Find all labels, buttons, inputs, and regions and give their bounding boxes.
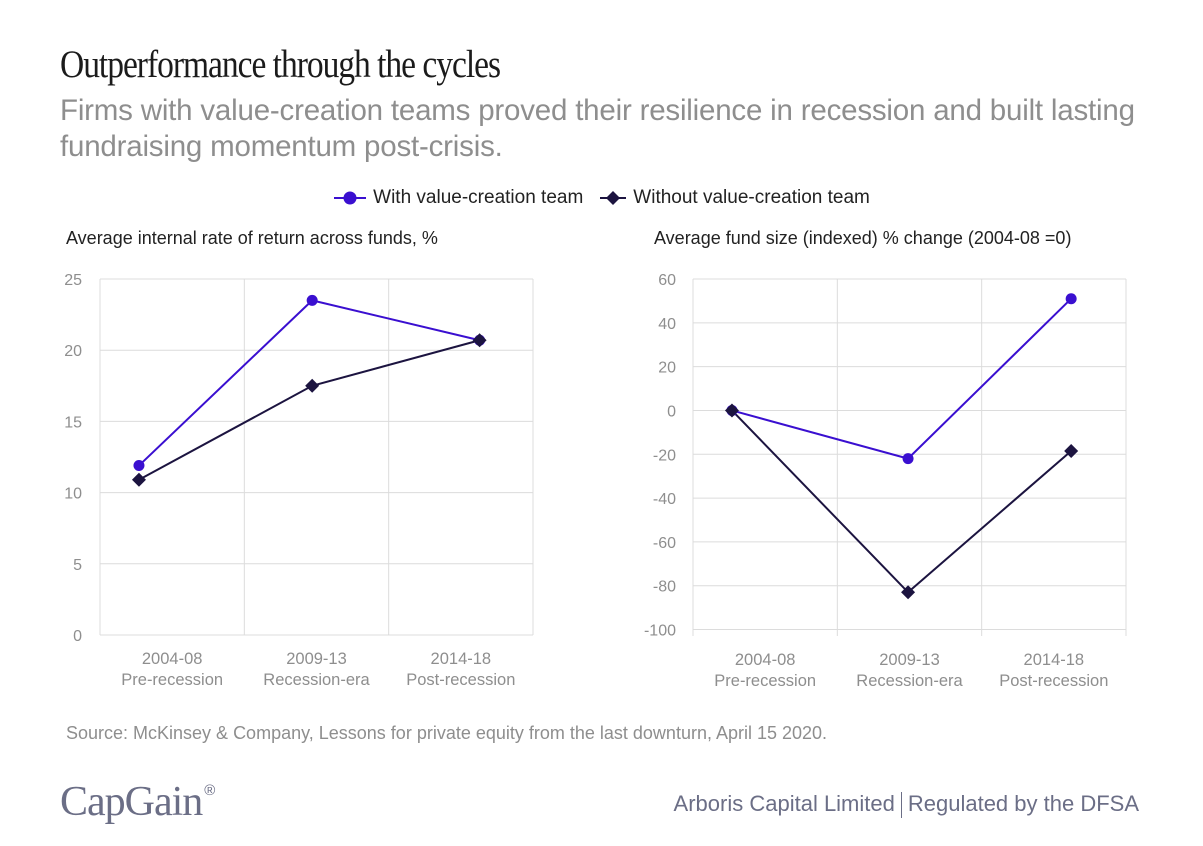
x-tick-label: 2009-13 <box>286 650 347 668</box>
x-tick-label: 2014-18 <box>1024 651 1085 669</box>
y-tick-label: -20 <box>653 447 676 464</box>
data-point-without-team <box>472 333 487 348</box>
y-tick-label: 40 <box>658 316 676 333</box>
y-tick-label: 20 <box>658 360 676 377</box>
legend-item-with-team: With value-creation team <box>333 187 583 209</box>
y-tick-label: -40 <box>653 491 676 508</box>
data-point-with-team <box>902 453 914 465</box>
regulatory-statement: Arboris Capital Limited Regulated by the … <box>673 791 1139 819</box>
data-point-with-team <box>133 460 145 472</box>
chart-title-irr: Average internal rate of return across f… <box>66 228 438 248</box>
y-tick-label: 20 <box>64 343 82 360</box>
y-tick-label: 0 <box>73 628 82 645</box>
chart-title-fund-size: Average fund size (indexed) % change (20… <box>654 228 1072 248</box>
x-tick-sublabel: Recession-era <box>856 672 963 690</box>
regulator-text: Regulated by the DFSA <box>907 791 1139 816</box>
data-point-without-team <box>901 585 916 600</box>
legend-item-without-team: Without value-creation team <box>599 187 870 209</box>
diamond-marker-icon <box>600 191 627 205</box>
y-tick-label: 0 <box>667 403 676 420</box>
fund-size-line-chart: -100 -80 -60 -40 -20 0 20 40 60 2004-08 Pre-recess… <box>644 272 1127 690</box>
y-tick-label: 5 <box>73 557 82 574</box>
source-note: Source: McKinsey & Company, Lessons for … <box>66 723 828 743</box>
x-tick-sublabel: Pre-recession <box>121 671 223 689</box>
y-tick-label: 10 <box>64 486 82 503</box>
legend-label: With value-creation team <box>373 187 584 208</box>
x-tick-label: 2009-13 <box>879 651 940 669</box>
x-tick-sublabel: Post-recession <box>999 672 1108 690</box>
y-tick-label: 15 <box>64 414 82 431</box>
x-tick-sublabel: Post-recession <box>406 671 515 689</box>
data-point-without-team <box>1064 443 1079 458</box>
page-subtitle: Firms with value-creation teams proved t… <box>60 94 1135 163</box>
x-tick-label: 2004-08 <box>142 650 203 668</box>
y-tick-label: -80 <box>653 579 676 596</box>
y-tick-label: -100 <box>644 623 676 640</box>
chart-legend: With value-creation team Without value-c… <box>0 187 1203 209</box>
registered-mark: ® <box>204 782 215 799</box>
data-point-without-team <box>305 378 320 393</box>
irr-line-chart: 0 5 10 15 20 25 2004-08 Pre-recession 2009-13 Rec… <box>64 272 534 689</box>
x-tick-sublabel: Pre-recession <box>714 672 816 690</box>
page-title: Outperformance through the cycles <box>60 43 501 86</box>
data-point-with-team <box>1065 293 1077 305</box>
logo-text: CapGain <box>60 779 203 825</box>
data-point-without-team <box>724 403 739 418</box>
data-point-with-team <box>306 294 318 306</box>
y-tick-label: 60 <box>658 272 676 289</box>
y-tick-label: 25 <box>64 272 82 289</box>
capgain-logo: CapGain ® <box>60 778 215 826</box>
legend-label: Without value-creation team <box>633 187 870 208</box>
company-name: Arboris Capital Limited <box>673 791 895 816</box>
x-tick-label: 2014-18 <box>431 650 492 668</box>
x-tick-label: 2004-08 <box>735 651 796 669</box>
circle-marker-icon <box>334 191 367 205</box>
y-tick-label: -60 <box>653 535 676 552</box>
data-point-without-team <box>131 472 146 487</box>
series-line-without-team <box>731 409 1072 594</box>
separator <box>900 792 902 819</box>
x-tick-sublabel: Recession-era <box>263 671 370 689</box>
